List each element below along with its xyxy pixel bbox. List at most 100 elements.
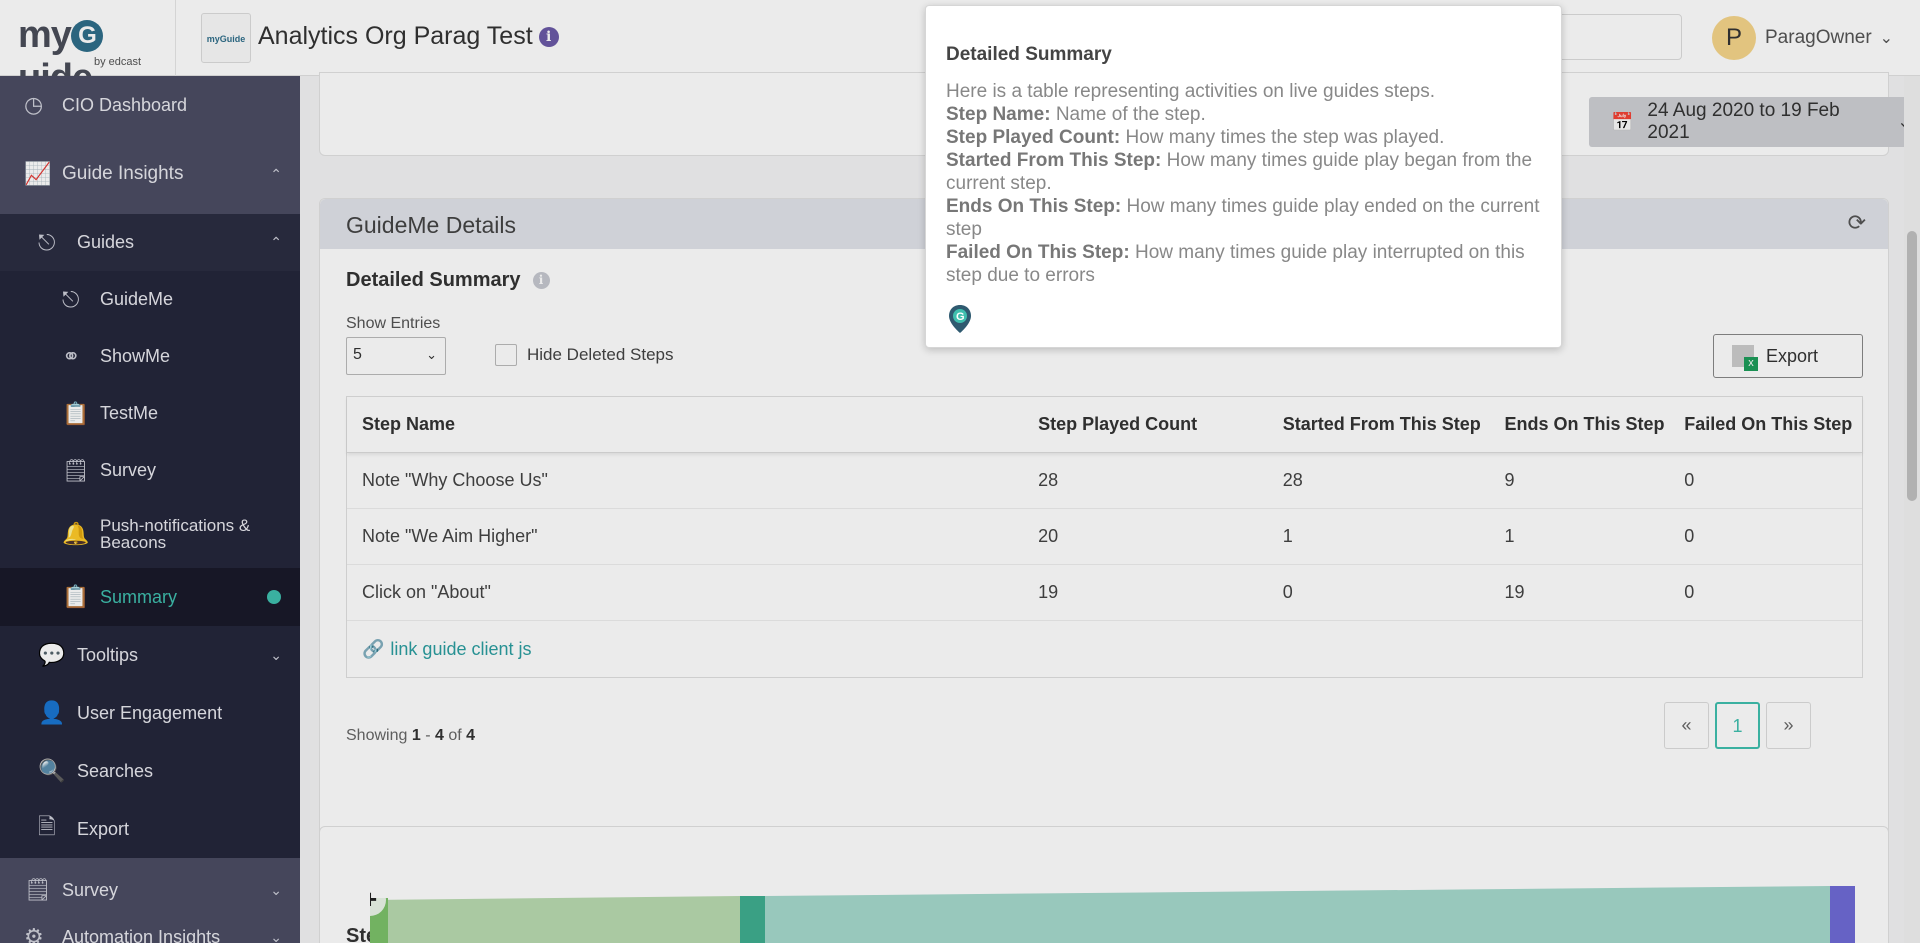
- tooltip-title: Detailed Summary: [946, 44, 1112, 65]
- started-from-cell: 0: [1282, 582, 1293, 602]
- summary-table: Step Name Step Played Count Started From…: [346, 396, 1863, 678]
- date-range-picker[interactable]: 📅 24 Aug 2020 to 19 Feb 2021 ⌄: [1589, 97, 1911, 147]
- chevron-down-icon[interactable]: ⌄: [1879, 30, 1894, 47]
- org-logo: myGuide: [201, 13, 251, 63]
- sidebar-item-summary[interactable]: 📋 Summary: [0, 568, 300, 626]
- excel-icon: [1732, 345, 1758, 371]
- survey-icon: 🗒: [24, 877, 52, 902]
- flow-node[interactable]: [740, 896, 765, 943]
- sidebar-item-guide-insights[interactable]: 📈 Guide Insights ⌃: [0, 134, 300, 214]
- table-row: 🔗 link guide client js: [347, 621, 1862, 677]
- user-menu[interactable]: P ParagOwner ⌄: [1712, 15, 1893, 61]
- scrollbar[interactable]: [1904, 76, 1920, 943]
- pagination: « 1 »: [1664, 702, 1817, 749]
- svg-text:G: G: [956, 311, 965, 323]
- date-range-label: 24 Aug 2020 to 19 Feb 2021: [1647, 100, 1840, 143]
- gear-icon: ⚙: [24, 924, 44, 943]
- tooltip-item: Ends On This Step: How many times guide …: [946, 196, 1540, 240]
- compass-icon: ⎋: [38, 229, 56, 255]
- sidebar-item-showme[interactable]: ⚭ ShowMe: [62, 343, 171, 369]
- chevron-down-icon[interactable]: ⌄: [270, 646, 282, 663]
- tooltip-item: Step Name: Name of the step.: [946, 104, 1206, 125]
- tooltip-body: Here is a table representing activities …: [946, 80, 1541, 287]
- table-row: Note "Why Choose Us" 28 28 9 0: [347, 453, 1862, 509]
- played-count-cell: 28: [1038, 470, 1059, 490]
- refresh-icon[interactable]: ⟳: [1847, 210, 1866, 235]
- tooltip-item: Step Played Count: How many times the st…: [946, 127, 1445, 148]
- section-title: Detailed Summary i: [346, 269, 550, 292]
- step-name-cell: Note "Why Choose Us": [362, 470, 548, 490]
- info-icon[interactable]: i: [532, 272, 550, 289]
- sidebar-item-export[interactable]: 🗎 Export: [0, 800, 300, 858]
- started-from-cell: 28: [1282, 470, 1303, 490]
- failed-on-cell: 0: [1684, 526, 1695, 546]
- sidebar-item-survey-main[interactable]: 🗒 Survey ⌄: [0, 858, 300, 922]
- sidebar-item-guides[interactable]: ⎋ Guides ⌃: [0, 214, 300, 271]
- guide-link[interactable]: link guide client js: [390, 638, 532, 659]
- logo-subtitle: by edcast: [94, 56, 142, 68]
- tooltip-icon: 💬: [38, 642, 66, 667]
- link-icon: 🔗: [362, 638, 385, 659]
- info-tooltip: Detailed Summary Here is a table represe…: [925, 5, 1562, 348]
- add-node-bg: [370, 886, 386, 916]
- user-icon: 👤: [38, 700, 66, 725]
- sidebar-item-survey[interactable]: 🗒 Survey: [62, 457, 157, 483]
- user-name[interactable]: ParagOwner: [1765, 27, 1872, 48]
- clipboard-icon: 📋: [62, 400, 90, 426]
- prev-page-button[interactable]: «: [1664, 702, 1709, 749]
- summary-icon: 📋: [62, 584, 90, 609]
- table-row: Click on "About" 19 0 19 0: [347, 565, 1862, 621]
- tooltip-intro: Here is a table representing activities …: [946, 81, 1435, 102]
- column-header[interactable]: Step Played Count: [1038, 414, 1198, 434]
- page-button[interactable]: 1: [1715, 702, 1760, 749]
- failed-on-cell: 0: [1684, 470, 1695, 490]
- column-header[interactable]: Step Name: [362, 414, 456, 434]
- add-icon[interactable]: +: [370, 886, 377, 914]
- scrollbar-thumb[interactable]: [1907, 231, 1917, 501]
- ends-on-cell: 1: [1504, 526, 1515, 546]
- entries-select[interactable]: 5 ⌄: [346, 337, 446, 375]
- bell-icon: 🔔: [62, 521, 90, 546]
- column-header[interactable]: Failed On This Step: [1684, 414, 1853, 434]
- hide-deleted-checkbox[interactable]: [495, 344, 517, 366]
- flow-band: [765, 886, 1830, 943]
- guide-pin-icon: G: [949, 305, 971, 333]
- calendar-icon: 📅: [1611, 111, 1634, 132]
- step-name-cell: Click on "About": [362, 582, 491, 602]
- played-count-cell: 20: [1038, 526, 1059, 546]
- next-page-button[interactable]: »: [1766, 702, 1811, 749]
- flow-node[interactable]: [1830, 886, 1855, 943]
- sidebar-item-testme[interactable]: 📋 TestMe: [62, 400, 159, 426]
- export-button[interactable]: Export: [1713, 334, 1863, 378]
- flow-band: [370, 896, 740, 943]
- hide-deleted-toggle[interactable]: Hide Deleted Steps: [495, 344, 673, 366]
- active-indicator: [267, 590, 281, 604]
- chart-icon: 📈: [24, 161, 52, 186]
- table-row: Note "We Aim Higher" 20 1 1 0: [347, 509, 1862, 565]
- sidebar-item-push-notifications[interactable]: 🔔 Push-notifications & Beacons: [62, 515, 251, 552]
- chevron-down-icon[interactable]: ⌄: [270, 881, 282, 898]
- tooltip-item: Started From This Step: How many times g…: [946, 150, 1533, 194]
- sidebar-item-searches[interactable]: 🔍 Searches: [38, 758, 154, 783]
- column-header[interactable]: Started From This Step: [1282, 414, 1481, 434]
- sidebar-item-cio-dashboard[interactable]: ◷ CIO Dashboard: [0, 76, 300, 134]
- tooltip-item: Failed On This Step: How many times guid…: [946, 242, 1525, 286]
- ends-on-cell: 19: [1504, 582, 1525, 602]
- info-icon[interactable]: i: [538, 27, 559, 47]
- sidebar-item-tooltips[interactable]: 💬 Tooltips ⌄: [38, 642, 282, 667]
- panel-title: GuideMe Details: [346, 212, 517, 238]
- logo[interactable]: myGuide by edcast: [0, 0, 176, 99]
- chevron-up-icon[interactable]: ⌃: [270, 165, 282, 182]
- avatar[interactable]: P: [1712, 16, 1756, 60]
- chevron-up-icon[interactable]: ⌃: [270, 234, 282, 250]
- column-header[interactable]: Ends On This Step: [1504, 414, 1665, 434]
- guideme-details-panel: GuideMe Details ⟳ Detailed Summary i Show…: [319, 198, 1889, 943]
- survey-icon: 🗒: [62, 457, 90, 483]
- sidebar-item-automation-insights[interactable]: ⚙ Automation Insights ⌄: [0, 922, 300, 943]
- binoculars-icon: ⚭: [62, 343, 81, 369]
- search-doc-icon: 🔍: [38, 758, 66, 783]
- sidebar-item-guideme[interactable]: ⎋ GuideMe: [62, 286, 174, 312]
- sidebar-item-user-engagement[interactable]: 👤 User Engagement: [38, 700, 223, 725]
- chevron-down-icon[interactable]: ⌄: [270, 928, 282, 943]
- steps-flow-chart: +: [370, 886, 1855, 943]
